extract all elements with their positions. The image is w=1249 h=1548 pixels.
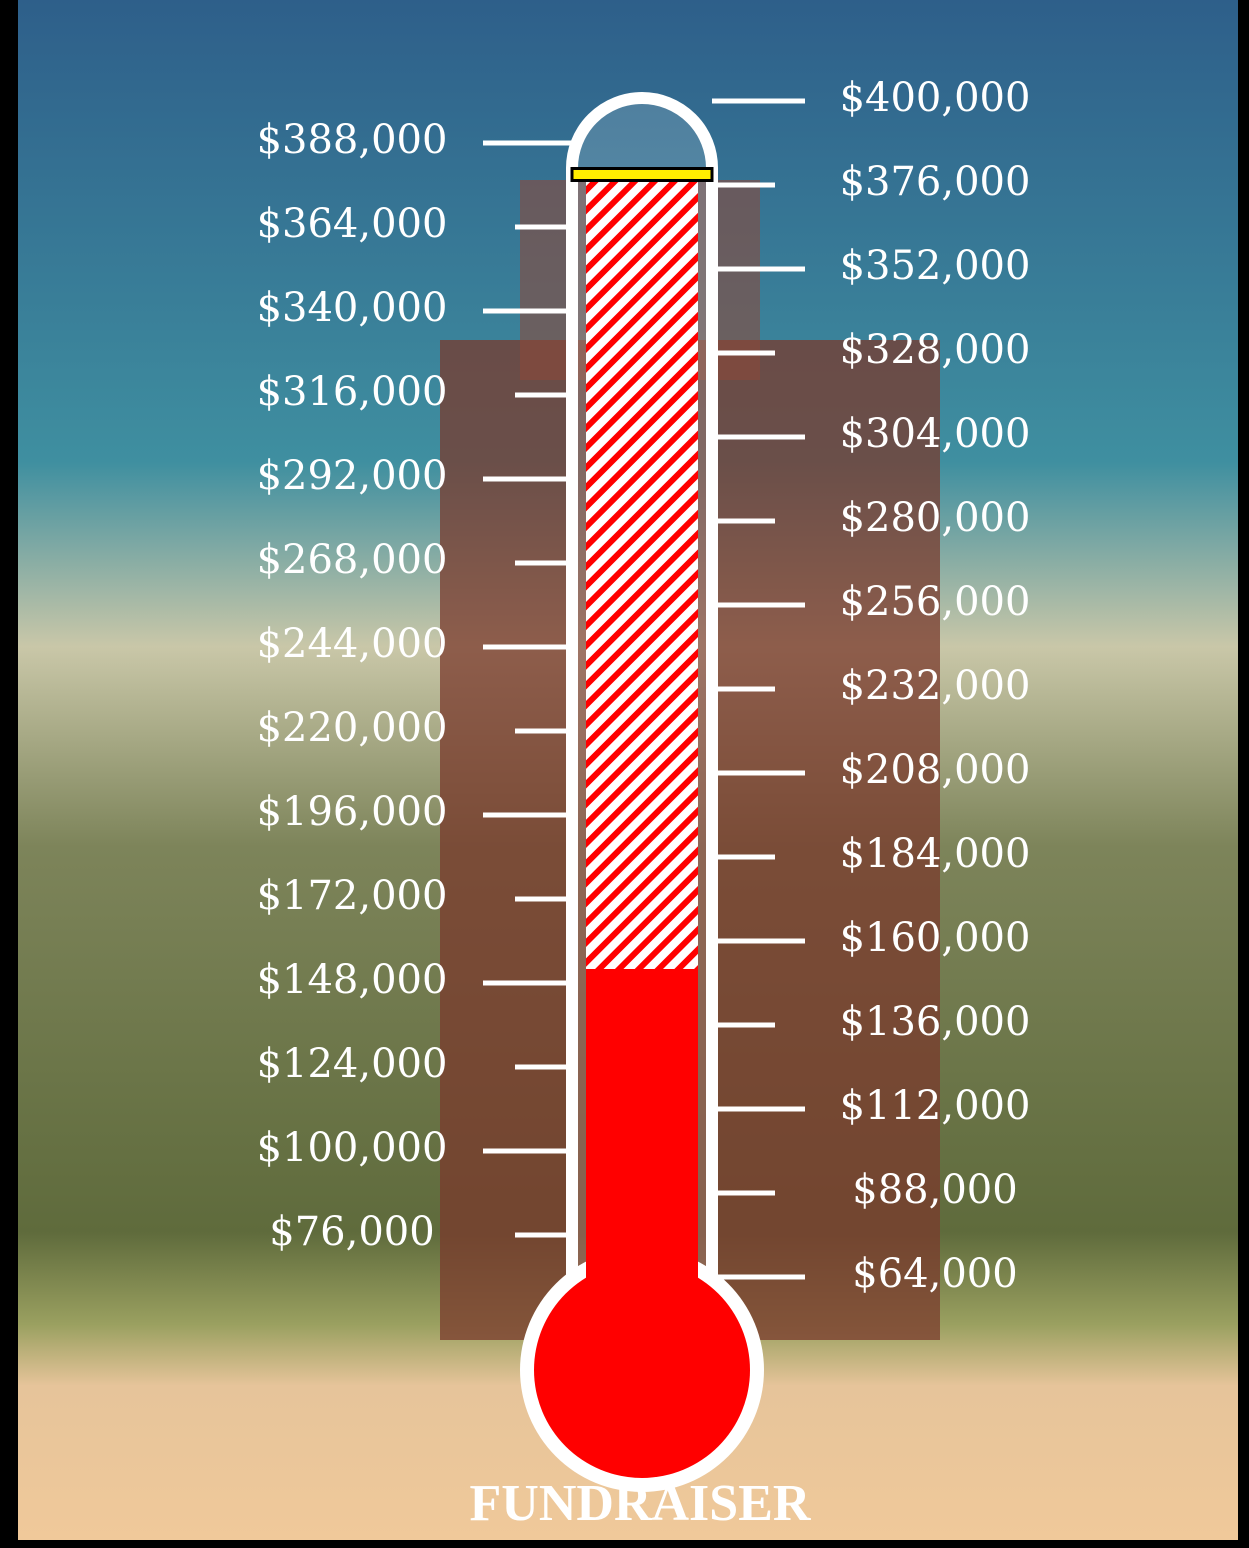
tick-label: $160,000 (840, 915, 1031, 961)
tick-label: $316,000 (257, 369, 448, 415)
tick-label: $364,000 (257, 201, 448, 247)
tick-label: $400,000 (840, 75, 1031, 121)
tick-label: $328,000 (840, 327, 1031, 373)
tick-label: $376,000 (840, 159, 1031, 205)
tick-label: $112,000 (840, 1083, 1031, 1129)
tick-label: $304,000 (840, 411, 1031, 457)
tick-label: $352,000 (840, 243, 1031, 289)
tick-label: $292,000 (257, 453, 448, 499)
tick-label: $340,000 (257, 285, 448, 331)
tick-label: $208,000 (840, 747, 1031, 793)
tick-label: $220,000 (257, 705, 448, 751)
tick-label: $64,000 (852, 1251, 1017, 1297)
tick-label: $184,000 (840, 831, 1031, 877)
bulb (534, 1262, 750, 1478)
tick-label: $256,000 (840, 579, 1031, 625)
tick-label: $124,000 (257, 1041, 448, 1087)
tick-label: $148,000 (257, 957, 448, 1003)
level-marker (572, 169, 712, 181)
tick-label: $268,000 (257, 537, 448, 583)
page: FUNDRAISER $400,000$388,000$376,000$364,… (0, 0, 1249, 1548)
tick-label: $280,000 (840, 495, 1031, 541)
chart: FUNDRAISER $400,000$388,000$376,000$364,… (0, 0, 1249, 1548)
tick-label: $244,000 (257, 621, 448, 667)
tick-label: $388,000 (257, 117, 448, 163)
tick-label: $136,000 (840, 999, 1031, 1045)
tick-label: $172,000 (257, 873, 448, 919)
tick-label: $232,000 (840, 663, 1031, 709)
tick-label: $196,000 (257, 789, 448, 835)
tick-label: $100,000 (257, 1125, 448, 1171)
tick-label: $88,000 (852, 1167, 1017, 1213)
tick-label: $76,000 (269, 1209, 434, 1255)
